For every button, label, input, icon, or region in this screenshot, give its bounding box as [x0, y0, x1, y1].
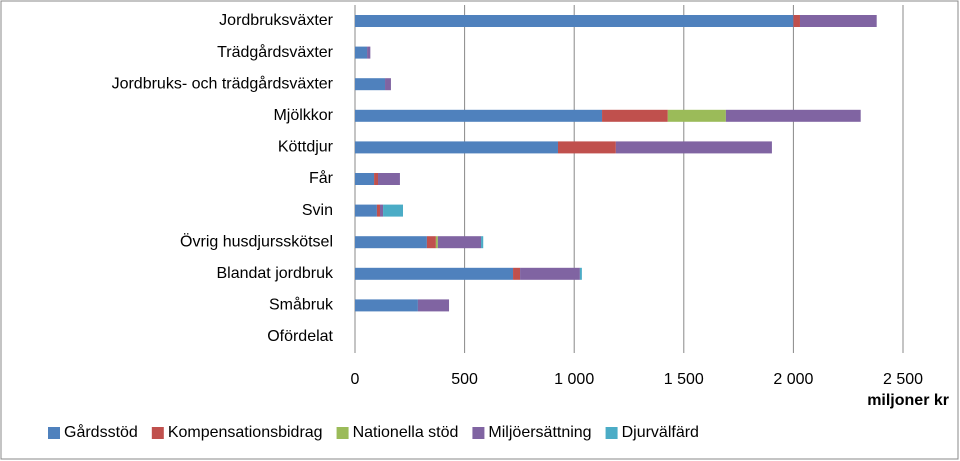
y-tick-label: Jordbruksväxter — [219, 12, 333, 29]
legend-label: Nationella stöd — [353, 424, 459, 441]
bar-segment — [667, 109, 726, 122]
x-tick-label: 1 500 — [664, 371, 704, 388]
y-tick-label: Svin — [302, 202, 333, 219]
bar-segment — [355, 141, 558, 154]
bar-segment — [725, 109, 861, 122]
legend-swatch — [605, 427, 618, 439]
bar-segment — [793, 15, 800, 27]
y-tick-label: Jordbruks- och trädgårdsväxter — [112, 74, 334, 92]
bar-segment — [355, 267, 514, 280]
y-tick-label: Övrig husdjursskötsel — [180, 232, 333, 250]
bar-segment — [417, 299, 450, 312]
x-tick-label: 2 000 — [773, 371, 813, 388]
bar-segment — [435, 236, 438, 249]
bar-segment — [602, 109, 668, 122]
bar-segment — [374, 173, 379, 185]
bar-segment — [379, 204, 384, 217]
x-tick-label: 2 500 — [883, 371, 923, 388]
legend-label: Djurvälfärd — [622, 424, 699, 441]
legend-swatch — [151, 427, 164, 439]
bar-segment — [557, 141, 616, 154]
legend-label: Gårdsstöd — [64, 423, 138, 441]
bar-segment — [513, 267, 521, 280]
bar-segment — [383, 204, 404, 217]
bar-segment — [426, 236, 436, 249]
bar-segment — [355, 15, 794, 27]
bar-segment — [355, 236, 427, 249]
y-tick-label: Blandat jordbruk — [216, 265, 334, 282]
bar-segment — [615, 141, 772, 154]
bar-segment — [579, 267, 582, 280]
x-tick-label: 1 000 — [554, 371, 594, 388]
bar-segment — [355, 173, 375, 185]
legend-label: Miljöersättning — [488, 424, 591, 441]
bar-segment — [355, 46, 368, 59]
bar-segment — [799, 15, 877, 27]
legend-swatch — [48, 427, 60, 439]
bar-segment — [481, 236, 484, 249]
bar-segment — [385, 78, 391, 91]
bar-segment — [355, 204, 377, 217]
bar-segment — [367, 46, 371, 59]
y-tick-label: Mjölkkor — [273, 107, 333, 124]
bar-segment — [355, 109, 603, 122]
y-tick-label: Trädgårdsväxter — [217, 43, 334, 61]
legend-swatch — [336, 427, 349, 439]
legend-swatch — [472, 427, 485, 439]
y-tick-label: Får — [309, 169, 334, 187]
x-tick-label: 500 — [451, 371, 478, 388]
bar-segment — [520, 267, 580, 280]
y-tick-label: Köttdjur — [278, 139, 334, 156]
y-tick-label: Småbruk — [269, 296, 334, 314]
x-tick-label: 0 — [351, 371, 360, 388]
x-axis-label: miljoner kr — [867, 392, 949, 409]
legend-label: Kompensationsbidrag — [168, 424, 323, 441]
bar-segment — [355, 299, 418, 312]
bar-segment — [355, 78, 386, 91]
y-tick-label: Ofördelat — [267, 328, 333, 345]
bar-segment — [376, 204, 380, 217]
bar-segment — [378, 173, 400, 185]
bar-segment — [437, 236, 482, 249]
